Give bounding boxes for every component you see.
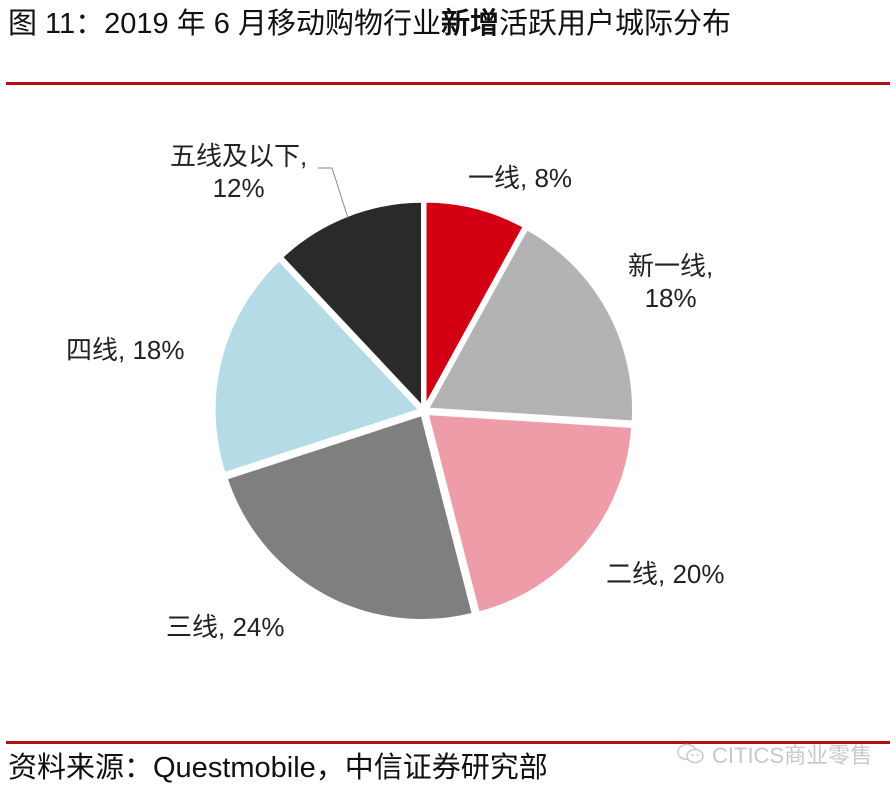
wechat-icon xyxy=(677,743,704,764)
leader-line xyxy=(318,167,349,219)
label-tier5-below: 五线及以下, 12% xyxy=(170,140,307,204)
label-new-tier1-line1: 新一线, xyxy=(628,251,714,281)
watermark-text: CITICS商业零售 xyxy=(712,743,873,768)
watermark: CITICS商业零售 xyxy=(676,738,872,770)
pie-slice-3 xyxy=(224,412,476,622)
top-divider xyxy=(6,82,890,85)
pie-chart-svg xyxy=(212,167,636,622)
label-new-tier1: 新一线, 18% xyxy=(628,250,713,314)
label-tier3-text: 三线, 24% xyxy=(166,612,285,642)
figure-title-bold: 新增 xyxy=(440,8,499,40)
pie-slice-4 xyxy=(212,257,423,476)
pie-chart: 一线, 8% 新一线, 18% 二线, 20% 三线, 24% 四线, 18% … xyxy=(0,100,896,730)
label-tier5-line2: 12% xyxy=(212,173,265,203)
bottom-divider xyxy=(6,741,890,744)
label-tier1-text: 一线, 8% xyxy=(468,163,573,193)
label-new-tier1-line2: 18% xyxy=(644,283,697,313)
pie-slice-0 xyxy=(423,199,527,408)
figure-title-prefix: 图 11：2019 年 6 月移动购物行业 xyxy=(8,8,441,40)
label-tier2: 二线, 20% xyxy=(606,558,725,590)
label-tier1: 一线, 8% xyxy=(468,162,572,194)
label-tier4-text: 四线, 18% xyxy=(66,335,185,365)
label-tier3: 三线, 24% xyxy=(166,611,285,643)
label-tier2-text: 二线, 20% xyxy=(606,559,725,589)
figure-title-suffix: 活跃用户城际分布 xyxy=(499,8,732,40)
pie-slice-1 xyxy=(425,226,636,424)
source-note: 资料来源：Questmobile，中信证券研究部 xyxy=(8,752,548,784)
pie-slice-5 xyxy=(279,199,425,412)
label-tier4: 四线, 18% xyxy=(66,334,185,366)
label-tier5-line1: 五线及以下, xyxy=(170,141,308,171)
pie-slice-2 xyxy=(425,411,635,615)
figure-title: 图 11：2019 年 6 月移动购物行业新增活跃用户城际分布 xyxy=(8,6,731,42)
